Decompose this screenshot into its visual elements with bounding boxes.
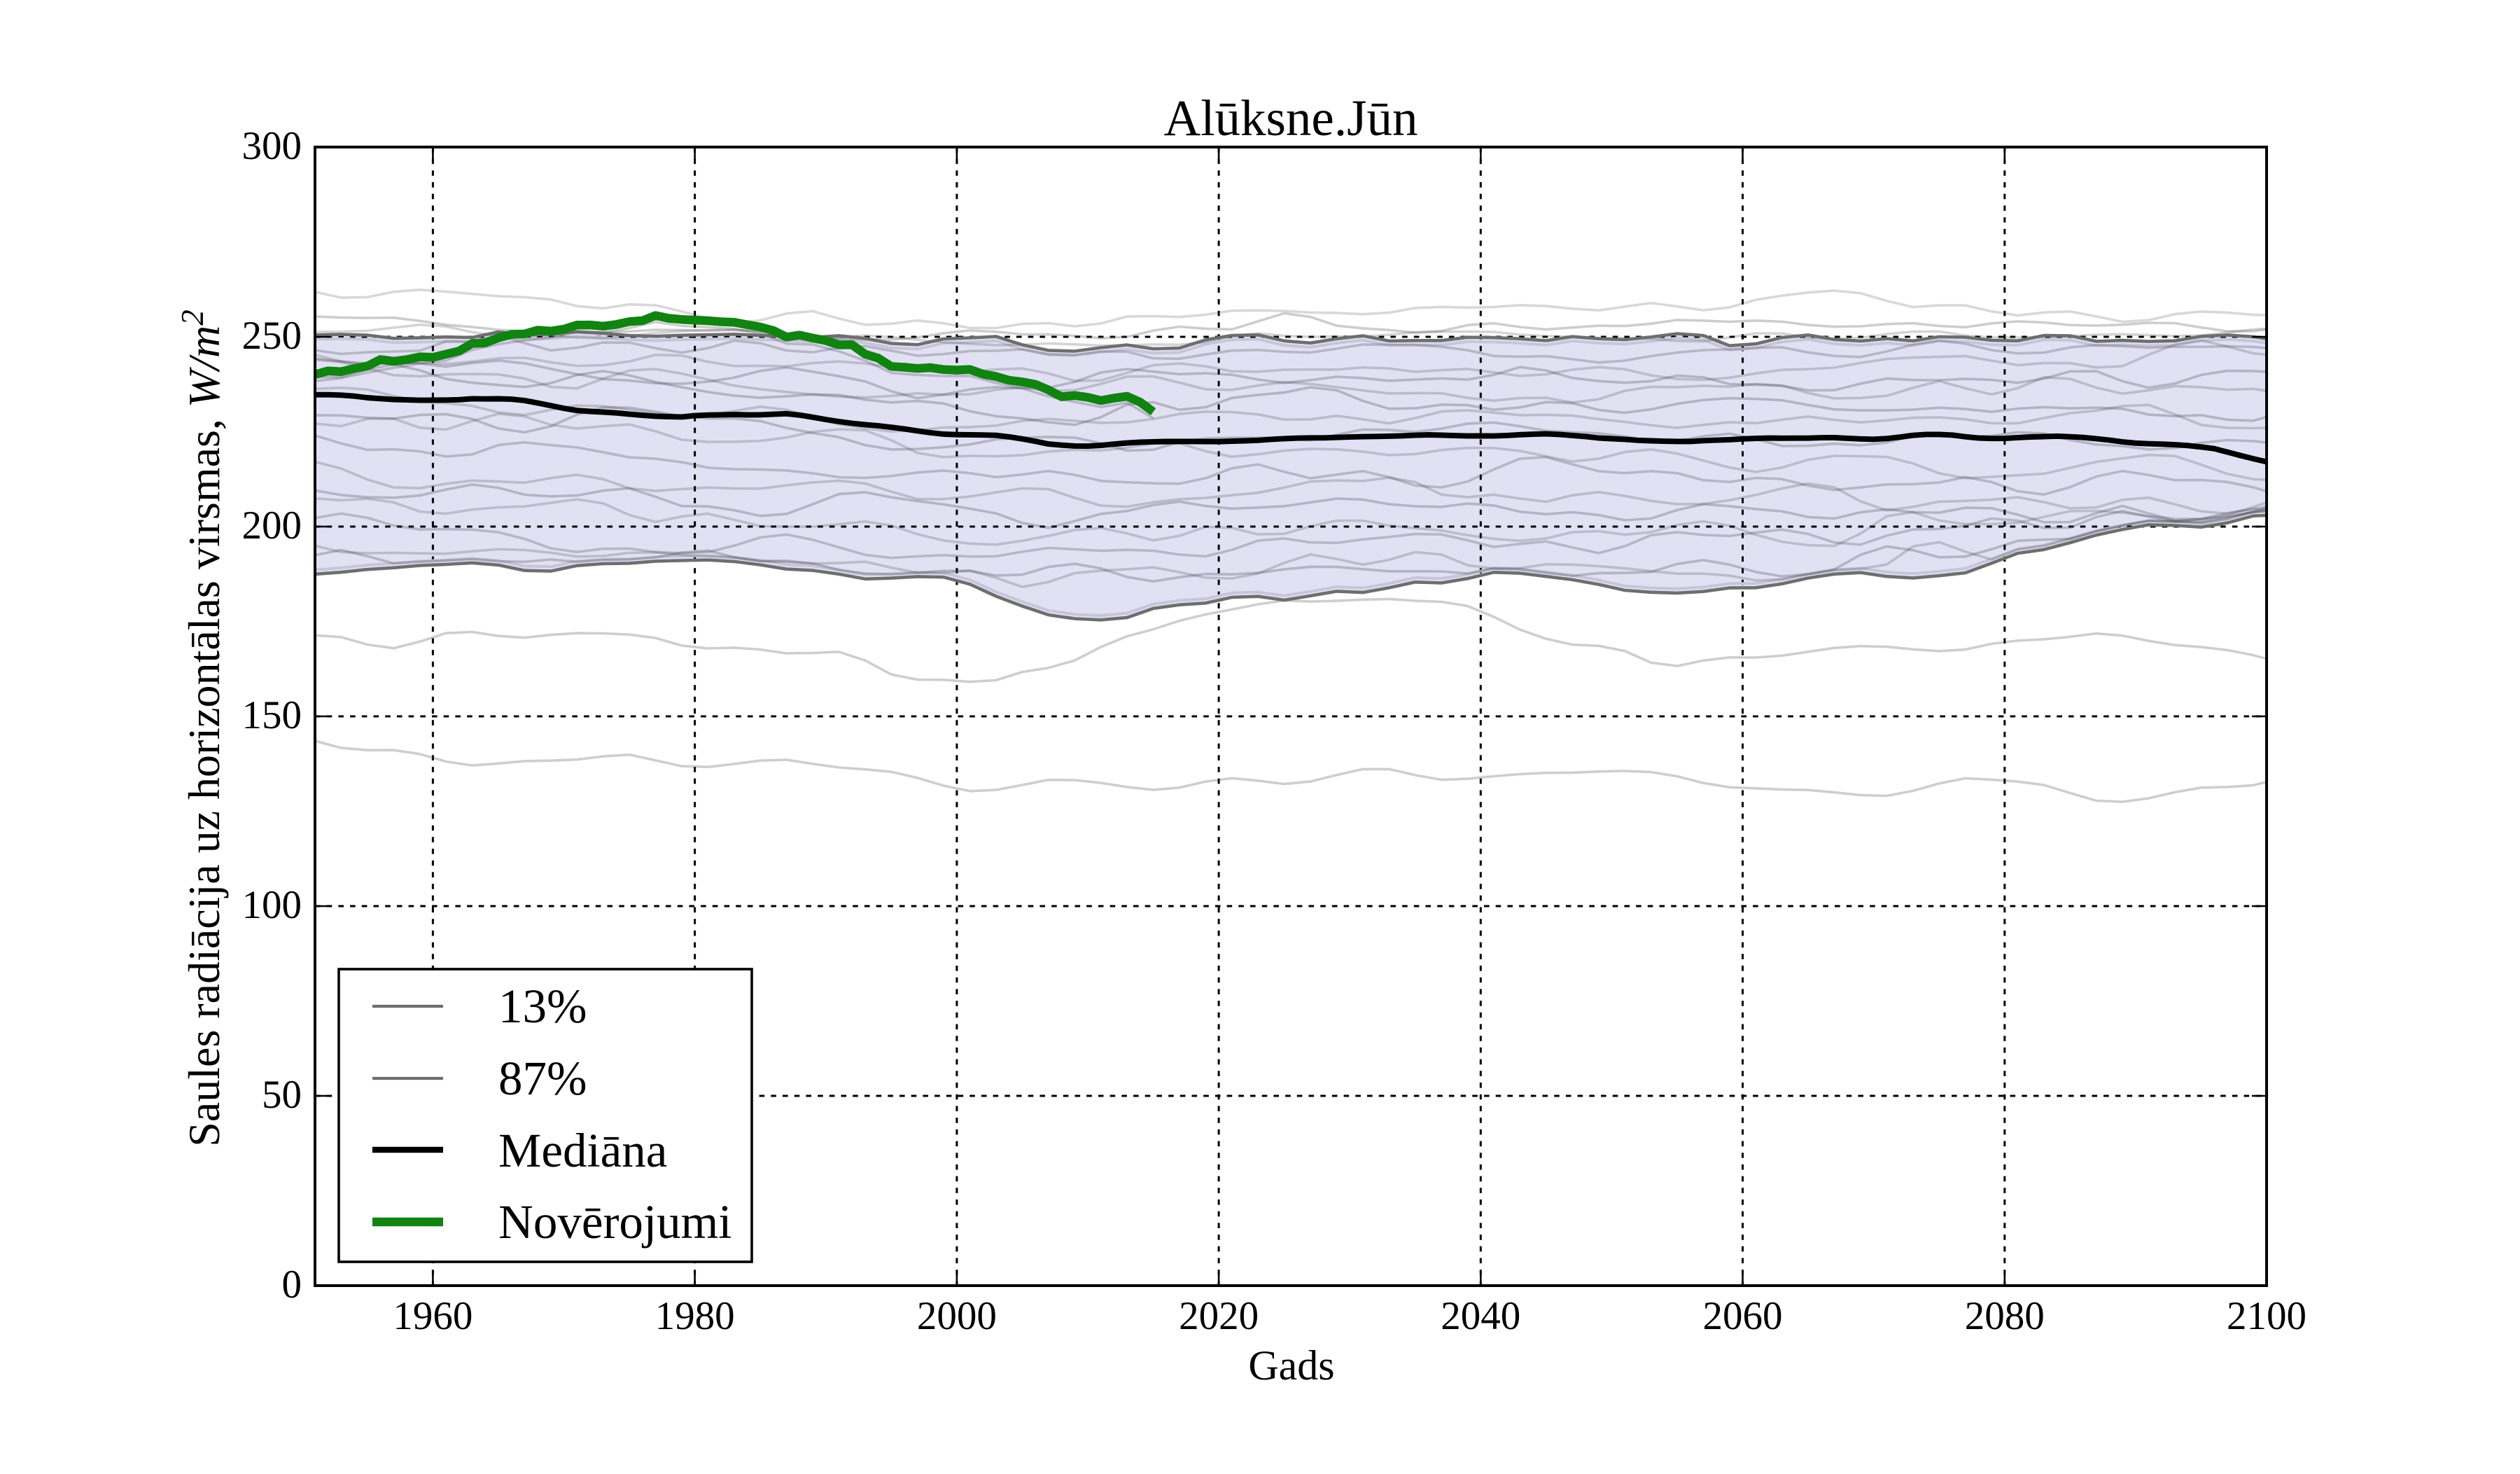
svg-text:2100: 2100 — [2227, 1294, 2306, 1338]
svg-text:300: 300 — [242, 124, 302, 168]
svg-text:50: 50 — [262, 1073, 302, 1117]
svg-text:Gads: Gads — [1248, 1342, 1334, 1389]
svg-text:2080: 2080 — [1965, 1294, 2045, 1338]
svg-text:1960: 1960 — [393, 1294, 472, 1338]
svg-text:87%: 87% — [498, 1052, 587, 1105]
svg-text:Saules radiācija uz horizontāl: Saules radiācija uz horizontālas virsmas… — [175, 310, 229, 1146]
svg-text:2040: 2040 — [1441, 1294, 1520, 1338]
svg-text:250: 250 — [242, 314, 302, 358]
svg-text:200: 200 — [242, 503, 302, 548]
svg-text:13%: 13% — [498, 980, 587, 1033]
svg-text:2000: 2000 — [917, 1294, 997, 1338]
svg-text:0: 0 — [282, 1263, 302, 1307]
svg-text:1980: 1980 — [655, 1294, 735, 1338]
svg-text:2020: 2020 — [1179, 1294, 1259, 1338]
svg-text:150: 150 — [242, 693, 302, 737]
svg-text:2060: 2060 — [1703, 1294, 1783, 1338]
svg-text:Alūksne.Jūn: Alūksne.Jūn — [1164, 90, 1418, 146]
svg-text:Novērojumi: Novērojumi — [498, 1195, 732, 1249]
svg-text:100: 100 — [242, 883, 302, 927]
svg-text:Mediāna: Mediāna — [498, 1124, 667, 1177]
